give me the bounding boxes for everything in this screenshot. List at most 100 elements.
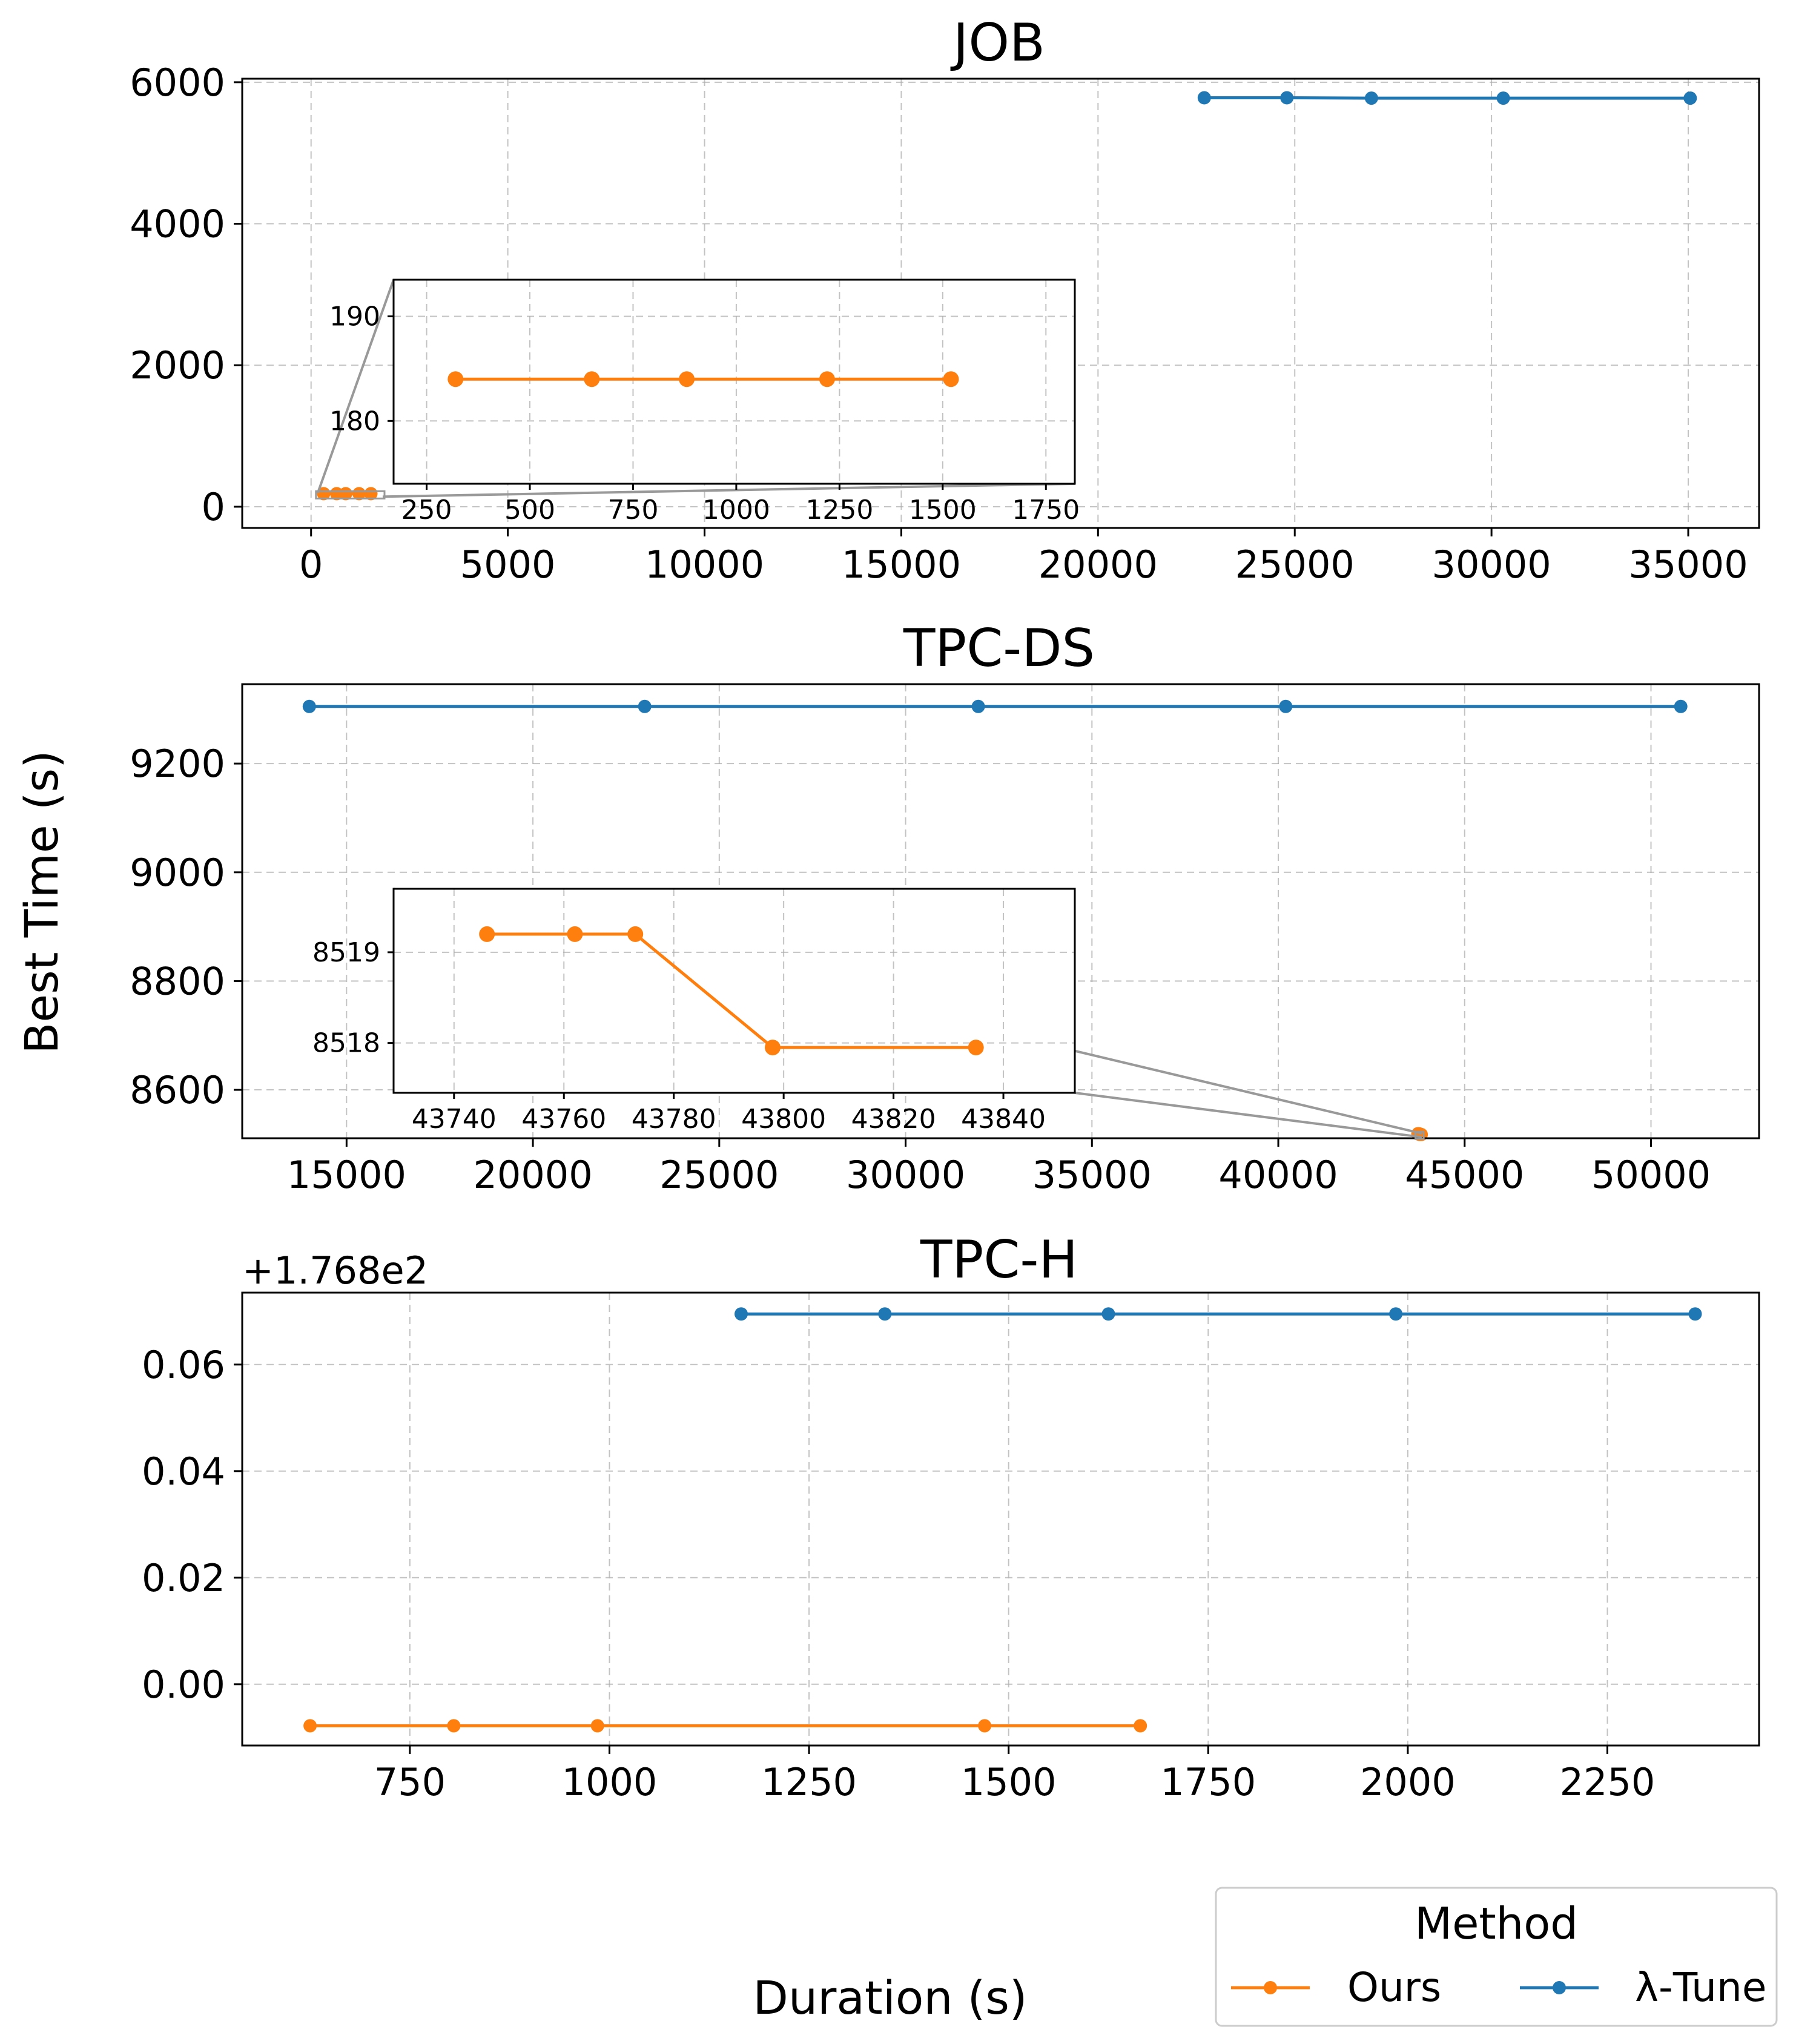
- y-tick-label: 2000: [130, 343, 225, 387]
- zoom-connector: [382, 483, 1075, 498]
- series-lambda-tune-point: [1101, 1307, 1115, 1321]
- inset-job: 250 500 750 1000 1250 1500 1750 180 190: [315, 279, 1080, 526]
- x-tick-label: 45000: [1405, 1153, 1524, 1197]
- x-tick-label: 40000: [1218, 1153, 1338, 1197]
- x-tick-label: 2000: [1360, 1760, 1456, 1804]
- y-tick-label: 8600: [130, 1068, 225, 1112]
- y-tick-label: 0: [202, 485, 225, 529]
- inset-x-tick-label: 250: [401, 495, 452, 526]
- series-lambda-tune-point: [1674, 699, 1688, 713]
- grid-tpcds: [242, 684, 1759, 1138]
- x-tick-label: 20000: [473, 1153, 592, 1197]
- series-ours-point: [590, 1719, 604, 1733]
- inset-x-tick-label: 43780: [632, 1104, 716, 1135]
- grid-tpch: [242, 1293, 1759, 1746]
- y-tick-label: 0.00: [142, 1663, 225, 1707]
- series-lambda-tune-point: [1389, 1307, 1403, 1321]
- series-lambda-tune-point: [971, 699, 985, 713]
- inset-series-ours-point: [968, 1040, 984, 1056]
- series-lambda-tune-point: [878, 1307, 892, 1321]
- series-lambda-tune-point: [1683, 91, 1697, 105]
- inset-x-tick-label: 1250: [805, 495, 873, 526]
- inset-series-ours-point: [819, 371, 835, 387]
- plot-frame-tpch: [241, 1291, 1760, 1747]
- panel-tpch: TPC-H +1.768e2 750 1000 1250 1500 1750 2000 22…: [142, 1230, 1760, 1804]
- inset-y-tick-label: 190: [329, 301, 380, 332]
- series-lambda-tune-point: [1496, 91, 1510, 105]
- ticks-job: 0 5000 10000 15000 20000 25000 30000 35000 0 2000…: [130, 61, 1748, 587]
- x-tick-label: 35000: [1628, 542, 1748, 587]
- x-tick-label: 35000: [1032, 1153, 1152, 1197]
- inset-x-tick-label: 43840: [961, 1104, 1046, 1135]
- inset-y-tick-label: 8519: [312, 937, 380, 968]
- x-axis-label: Duration (s): [753, 1971, 1027, 2025]
- inset-x-tick-label: 500: [504, 495, 555, 526]
- series-lambda-tune-point: [1197, 91, 1211, 105]
- inset-frame: [392, 279, 1076, 485]
- inset-frame: [392, 888, 1076, 1094]
- inset-x-tick-label: 43760: [521, 1104, 606, 1135]
- x-tick-label: 2250: [1560, 1760, 1656, 1804]
- plot-frame-tpcds: [241, 683, 1760, 1139]
- panel-title-job: JOB: [950, 13, 1045, 73]
- inset-x-tick-label: 43820: [851, 1104, 936, 1135]
- inset-x-tick-label: 750: [607, 495, 658, 526]
- series-lambda-tune-point: [735, 1307, 748, 1321]
- x-tick-label: 1250: [761, 1760, 857, 1804]
- legend-label-ours: Ours: [1347, 1964, 1441, 2011]
- series-ours-point: [978, 1719, 992, 1733]
- legend-entry-ours: Ours: [1231, 1964, 1441, 2011]
- x-tick-label: 15000: [287, 1153, 406, 1197]
- ticks-tpch: 750 1000 1250 1500 1750 2000 2250 0.00 0.02 0.04 0…: [142, 1343, 1655, 1804]
- x-tick-label: 1000: [562, 1760, 658, 1804]
- inset-series-ours-point: [765, 1040, 781, 1056]
- y-offset-label-tpch: +1.768e2: [242, 1248, 428, 1293]
- series-lambda-tune-point: [1280, 91, 1294, 105]
- zoom-connector: [1074, 1092, 1422, 1139]
- inset-x-tick-label: 1000: [702, 495, 770, 526]
- panel-job: JOB 0 5000 10000 15000 20000 25000 30000 350000…: [130, 13, 1760, 587]
- zoom-connector: [316, 279, 395, 494]
- inset-series-ours-point: [679, 371, 695, 387]
- x-tick-label: 1750: [1160, 1760, 1256, 1804]
- panel-tpcds: TPC-DS 15000 20000 25000 30000 35000 40000 450…: [130, 618, 1760, 1197]
- x-tick-label: 50000: [1591, 1153, 1711, 1197]
- x-tick-label: 0: [299, 542, 323, 587]
- y-tick-label: 8800: [130, 959, 225, 1003]
- series-lambda-tune-point: [1688, 1307, 1702, 1321]
- legend: Method Ours λ-Tune: [1215, 1887, 1778, 2027]
- y-tick-label: 0.02: [142, 1556, 225, 1600]
- x-tick-label: 30000: [1432, 542, 1551, 587]
- ticks-tpcds: 15000 20000 25000 30000 35000 40000 45000 50000…: [130, 742, 1711, 1197]
- series-lambda-tune-line: [1204, 96, 1691, 100]
- legend-marker-lambda-tune: [1553, 1981, 1566, 1994]
- panel-title-tpcds: TPC-DS: [903, 618, 1095, 679]
- inset-series-ours-point: [447, 371, 464, 387]
- zoom-region: [315, 490, 386, 499]
- legend-label-lambda-tune: λ-Tune: [1635, 1964, 1766, 2011]
- inset-series-ours-point: [567, 926, 583, 942]
- y-tick-label: 9200: [130, 742, 225, 786]
- y-axis-label: Best Time (s): [15, 750, 68, 1054]
- series-ours-point: [303, 1719, 317, 1733]
- series-ours-point: [1134, 1719, 1147, 1733]
- inset-series-ours-point: [627, 926, 644, 942]
- series-lambda-tune-point: [1364, 91, 1378, 105]
- x-tick-label: 20000: [1038, 542, 1158, 587]
- inset-x-tick-label: 43800: [741, 1104, 826, 1135]
- series-ours-point: [447, 1719, 461, 1733]
- x-tick-label: 750: [374, 1760, 446, 1804]
- legend-entry-lambda-tune: λ-Tune: [1520, 1964, 1766, 2011]
- inset-y-tick-label: 180: [329, 406, 380, 437]
- x-tick-label: 5000: [460, 542, 556, 587]
- y-tick-label: 9000: [130, 851, 225, 895]
- series-lambda-tune-point: [302, 699, 316, 713]
- inset-tpcds: 43740 43760 43780 43800 43820 43840 8518 8519: [312, 888, 1425, 1140]
- y-tick-label: 4000: [130, 202, 225, 246]
- inset-background: [394, 889, 1075, 1093]
- x-tick-label: 25000: [1235, 542, 1355, 587]
- inset-series-ours-point: [479, 926, 495, 942]
- inset-x-tick-label: 1500: [909, 495, 977, 526]
- y-tick-label: 0.06: [142, 1343, 225, 1387]
